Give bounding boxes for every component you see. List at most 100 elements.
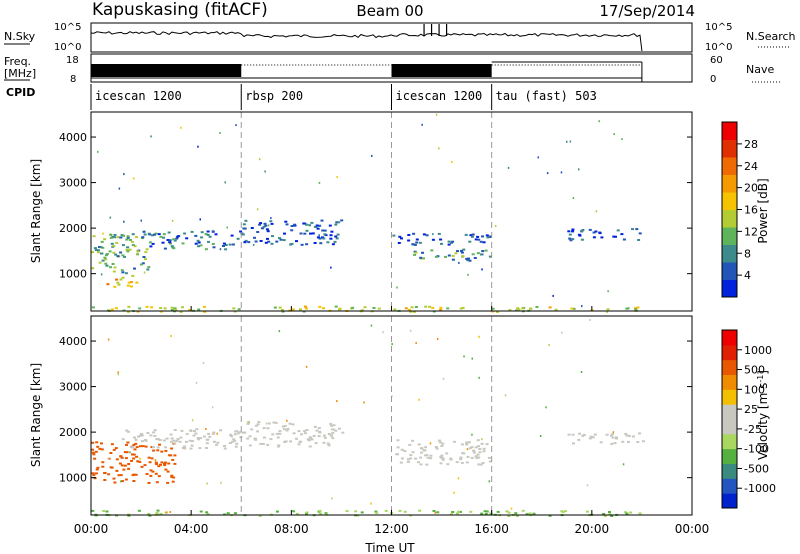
power-swatch-0 — [722, 279, 737, 298]
velocity-speck — [278, 330, 281, 333]
power-cell — [415, 241, 419, 244]
power-cell — [163, 247, 167, 250]
velocity-speck — [216, 432, 218, 435]
time-tick-label-4: 16:00 — [474, 522, 509, 536]
power-cell — [123, 255, 126, 258]
power-speck — [438, 147, 440, 150]
power-cell — [264, 241, 268, 244]
beam-title: Beam 00 — [356, 2, 423, 20]
power-cell — [580, 238, 584, 241]
power-cb-label-2: 12 — [744, 225, 758, 238]
power-cell — [321, 229, 325, 232]
power-cell — [170, 306, 174, 309]
power-cell — [138, 307, 142, 310]
power-cell — [181, 306, 184, 309]
date-title: 17/Sep/2014 — [599, 2, 695, 20]
velocity-cell — [211, 432, 215, 435]
power-cell — [459, 307, 463, 310]
power-cell — [634, 308, 638, 311]
power-cell — [116, 281, 120, 284]
power-cell — [96, 251, 100, 254]
velocity-speck — [463, 355, 465, 358]
velocity-cell — [398, 509, 402, 512]
velocity-cell — [127, 467, 131, 470]
power-cell — [614, 235, 617, 238]
velocity-cell — [123, 464, 127, 467]
power-cell — [260, 227, 264, 230]
power-region-1 — [106, 274, 139, 288]
cpid-label: CPID — [6, 86, 35, 99]
velocity-cell — [91, 448, 95, 451]
power-speck — [421, 123, 423, 126]
velocity-cell — [150, 446, 154, 449]
velocity-cell — [272, 421, 276, 424]
velocity-cell — [528, 512, 532, 515]
velocity-cell — [411, 451, 415, 454]
velocity-cell — [470, 446, 474, 449]
power-cell — [486, 236, 490, 239]
velocity-cell — [322, 434, 326, 437]
velocity-cell — [173, 462, 177, 465]
power-cell — [172, 238, 176, 241]
power-cell — [300, 243, 304, 246]
velocity-cell — [216, 441, 220, 444]
velocity-cell — [154, 472, 158, 475]
velocity-cell — [157, 475, 161, 478]
velocity-cell — [331, 437, 335, 440]
velocity-cell — [521, 509, 525, 512]
velocity-cell — [101, 461, 105, 464]
power-cell — [121, 244, 125, 247]
power-speck — [467, 273, 469, 276]
power-cell — [161, 241, 165, 244]
power-cell — [264, 224, 268, 227]
freq-block-2 — [391, 64, 492, 77]
power-cell — [333, 240, 337, 243]
power-cell — [411, 243, 415, 246]
power-cell — [467, 257, 470, 260]
power-cell — [256, 231, 260, 233]
velocity-cell — [146, 432, 150, 434]
power-cell — [231, 243, 235, 246]
velocity-cell — [295, 512, 299, 515]
power-cell — [473, 257, 477, 259]
velocity-cell — [254, 424, 258, 427]
velocity-cell — [135, 446, 139, 449]
velocity-cell — [138, 460, 142, 463]
velocity-cell — [140, 440, 144, 443]
power-cell — [305, 229, 309, 232]
power-speck — [552, 294, 554, 297]
velocity-cell — [450, 513, 453, 516]
nave-tick-bottom: 0 — [710, 74, 716, 85]
power-cell — [162, 236, 165, 239]
power-speck — [578, 168, 580, 171]
velocity-speck — [510, 507, 513, 510]
velocity-cell — [107, 473, 111, 476]
power-cell — [315, 224, 319, 227]
power-cell — [247, 241, 251, 244]
velocity-cell — [170, 475, 174, 478]
velocity-cell — [417, 443, 421, 446]
power-cell — [413, 310, 416, 313]
velocity-cell — [119, 474, 123, 477]
power-speck — [180, 126, 182, 129]
power-cell — [254, 240, 258, 243]
velocity-cell — [207, 432, 211, 435]
velocity-colorbar: 1000 500 100 25 -25 -100 -500 -1000 Velocity [m… — [721, 329, 776, 509]
power-cell — [434, 255, 438, 258]
power-cell — [422, 257, 425, 260]
power-cell — [572, 307, 576, 310]
power-cell — [159, 310, 163, 313]
power-cell — [144, 258, 147, 261]
velocity-cell — [480, 512, 484, 515]
velocity-cell — [485, 510, 489, 513]
power-swatch-1 — [722, 262, 737, 280]
power-cell — [479, 253, 483, 256]
power-cell — [449, 241, 453, 244]
velocity-cell — [156, 449, 160, 452]
power-cell — [508, 309, 512, 312]
velocity-cell — [271, 433, 275, 436]
velocity-cell — [112, 448, 116, 451]
velocity-cell — [229, 433, 233, 436]
velocity-cell — [235, 442, 239, 445]
velocity-cell — [248, 444, 252, 447]
